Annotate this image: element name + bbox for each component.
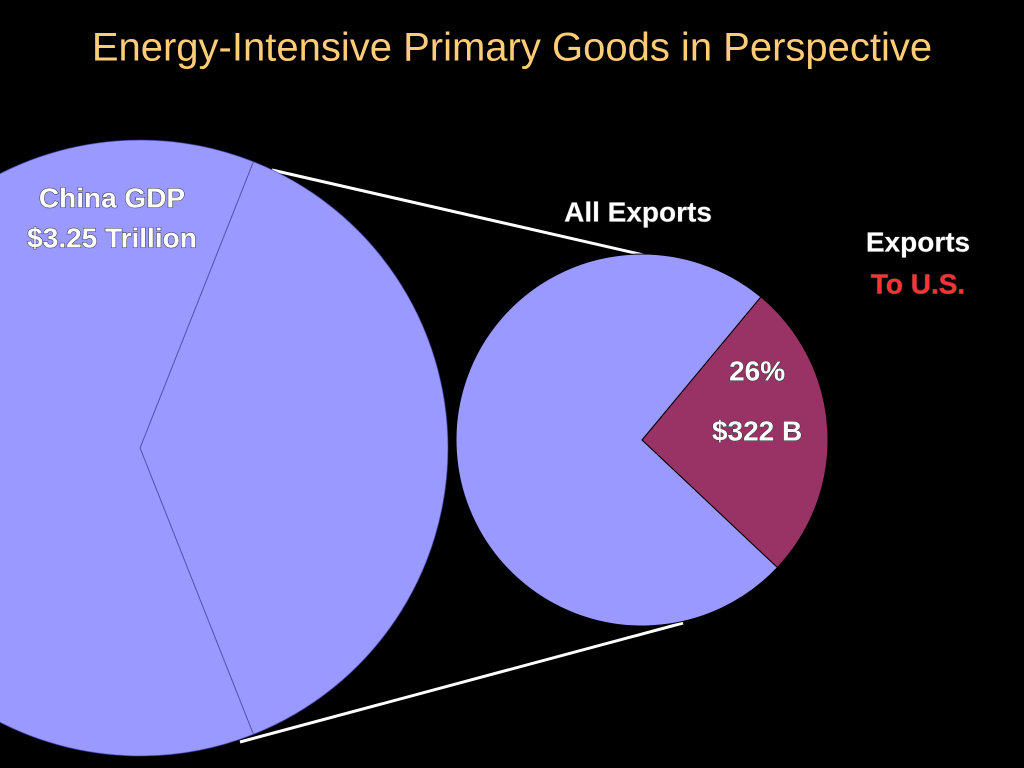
pies <box>0 139 829 757</box>
pie-label: China GDP <box>39 182 185 213</box>
slide-title: Energy-Intensive Primary Goods in Perspe… <box>92 26 932 70</box>
value-label: 26% <box>729 355 785 386</box>
pie-slice <box>641 296 829 569</box>
legend-label: Exports <box>866 226 970 257</box>
pie-slice <box>455 253 779 627</box>
amount-label: $322 B <box>712 415 802 446</box>
connector <box>239 621 684 744</box>
pie-slice <box>139 160 449 736</box>
connector <box>271 168 684 266</box>
labels: China GDP $3.25 Trillion 26% $322 B Exports T… <box>27 182 971 447</box>
pie-slice <box>0 139 255 757</box>
pie-label: $3.25 Trillion <box>27 222 197 253</box>
pie-title: All Exports <box>564 196 712 227</box>
legend-label: To U.S. <box>871 268 965 299</box>
